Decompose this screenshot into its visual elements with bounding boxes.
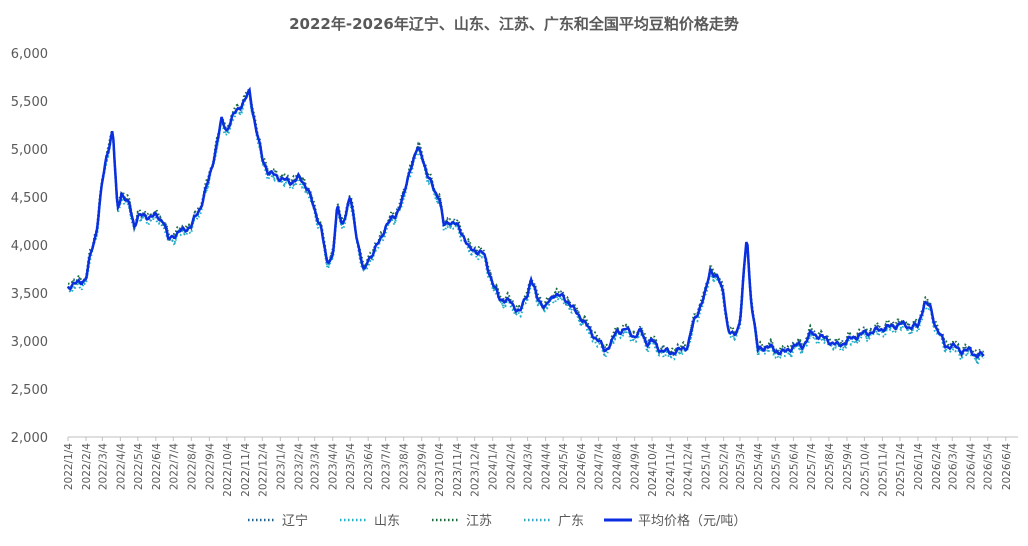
y-tick-label: 5,000 bbox=[11, 143, 48, 158]
y-tick-label: 2,500 bbox=[11, 383, 48, 398]
x-tick-label: 2023/5/4 bbox=[345, 443, 357, 490]
x-tick-label: 2025/5/4 bbox=[770, 443, 782, 490]
x-tick-label: 2024/1/4 bbox=[488, 443, 500, 490]
x-tick-label: 2022/1/4 bbox=[63, 443, 75, 490]
x-tick-label: 2023/2/4 bbox=[293, 443, 305, 490]
x-tick-label: 2022/11/4 bbox=[240, 443, 252, 497]
x-tick-label: 2022/12/4 bbox=[257, 443, 269, 497]
x-tick-label: 2023/11/4 bbox=[452, 443, 464, 497]
x-tick-label: 2023/4/4 bbox=[328, 443, 340, 490]
legend-label: 平均价格（元/吨） bbox=[638, 513, 746, 529]
x-tick-label: 2023/8/4 bbox=[399, 443, 411, 490]
legend-label: 辽宁 bbox=[282, 513, 308, 529]
x-tick-label: 2023/10/4 bbox=[434, 443, 446, 497]
x-tick-label: 2024/10/4 bbox=[647, 443, 659, 497]
y-tick-label: 3,000 bbox=[11, 335, 48, 350]
x-tick-label: 2025/1/4 bbox=[701, 443, 713, 490]
x-tick-label: 2024/11/4 bbox=[665, 443, 677, 497]
x-tick-label: 2024/8/4 bbox=[612, 443, 624, 490]
x-tick-label: 2023/6/4 bbox=[363, 443, 375, 490]
chart-title: 2022年-2026年辽宁、山东、江苏、广东和全国平均豆粕价格走势 bbox=[289, 15, 739, 33]
x-tick-label: 2024/6/4 bbox=[576, 443, 588, 490]
legend-label: 山东 bbox=[374, 514, 400, 529]
x-tick-label: 2022/2/4 bbox=[81, 443, 93, 490]
x-tick-label: 2025/11/4 bbox=[877, 443, 889, 497]
x-tick-label: 2022/6/4 bbox=[151, 443, 163, 490]
legend-label: 江苏 bbox=[466, 513, 492, 529]
series-layer bbox=[66, 86, 985, 365]
x-tick-label: 2024/4/4 bbox=[541, 443, 553, 490]
x-tick-label: 2022/5/4 bbox=[133, 443, 145, 490]
x-tick-label: 2024/3/4 bbox=[523, 443, 535, 490]
y-tick-label: 2,000 bbox=[11, 431, 48, 446]
x-axis: 2022/1/4 2022/2/4 2022/3/4 2022/4/4 2022/5/4… bbox=[63, 436, 1018, 497]
x-tick-label: 2023/1/4 bbox=[275, 443, 287, 490]
y-tick-label: 6,000 bbox=[11, 47, 48, 62]
x-tick-label: 2022/8/4 bbox=[186, 443, 198, 490]
x-tick-label: 2025/9/4 bbox=[842, 443, 854, 490]
x-tick-label: 2026/1/4 bbox=[913, 443, 925, 490]
x-tick-label: 2026/4/4 bbox=[965, 443, 977, 490]
x-tick-label: 2025/4/4 bbox=[753, 443, 765, 490]
x-tick-label: 2026/5/4 bbox=[983, 443, 995, 490]
y-tick-label: 3,500 bbox=[11, 287, 48, 302]
x-tick-label: 2024/7/4 bbox=[594, 443, 606, 490]
y-tick-label: 5,500 bbox=[11, 95, 48, 110]
x-tick-label: 2023/12/4 bbox=[470, 443, 482, 497]
y-tick-label: 4,500 bbox=[11, 191, 48, 206]
x-tick-label: 2022/9/4 bbox=[204, 443, 216, 490]
x-tick-label: 2024/5/4 bbox=[558, 443, 570, 490]
x-tick-label: 2026/3/4 bbox=[947, 443, 959, 490]
x-tick-label: 2025/6/4 bbox=[788, 443, 800, 490]
x-tick-label: 2023/7/4 bbox=[381, 443, 393, 490]
x-tick-label: 2026/2/4 bbox=[931, 443, 943, 490]
x-tick-label: 2025/12/4 bbox=[895, 443, 907, 497]
x-tick-label: 2022/10/4 bbox=[222, 443, 234, 497]
y-axis: 2,000 2,500 3,000 3,500 4,000 4,500 5,000 5,500… bbox=[11, 47, 48, 446]
x-tick-label: 2025/10/4 bbox=[859, 443, 871, 497]
legend: 辽宁 山东 江苏 广东 平均价格（元/吨） bbox=[248, 513, 746, 529]
series-line-4 bbox=[66, 86, 985, 359]
x-tick-label: 2026/6/4 bbox=[1001, 443, 1013, 490]
x-tick-label: 2025/7/4 bbox=[806, 443, 818, 490]
x-tick-label: 2022/4/4 bbox=[115, 443, 127, 490]
x-tick-label: 2024/2/4 bbox=[506, 443, 518, 490]
x-tick-label: 2023/3/4 bbox=[310, 443, 322, 490]
series-line-1 bbox=[67, 94, 985, 365]
x-tick-label: 2023/9/4 bbox=[417, 443, 429, 490]
x-tick-label: 2022/7/4 bbox=[168, 443, 180, 490]
series-line-2 bbox=[67, 88, 985, 357]
x-tick-label: 2025/3/4 bbox=[735, 443, 747, 490]
x-tick-label: 2025/2/4 bbox=[719, 443, 731, 490]
series-line-0 bbox=[67, 89, 985, 360]
x-tick-label: 2022/3/4 bbox=[97, 443, 109, 490]
legend-label: 广东 bbox=[558, 514, 584, 529]
x-tick-label: 2024/12/4 bbox=[683, 443, 695, 497]
series-line-3 bbox=[67, 93, 985, 364]
x-tick-label: 2025/8/4 bbox=[824, 443, 836, 490]
y-tick-label: 4,000 bbox=[11, 239, 48, 254]
x-tick-label: 2024/9/4 bbox=[630, 443, 642, 490]
